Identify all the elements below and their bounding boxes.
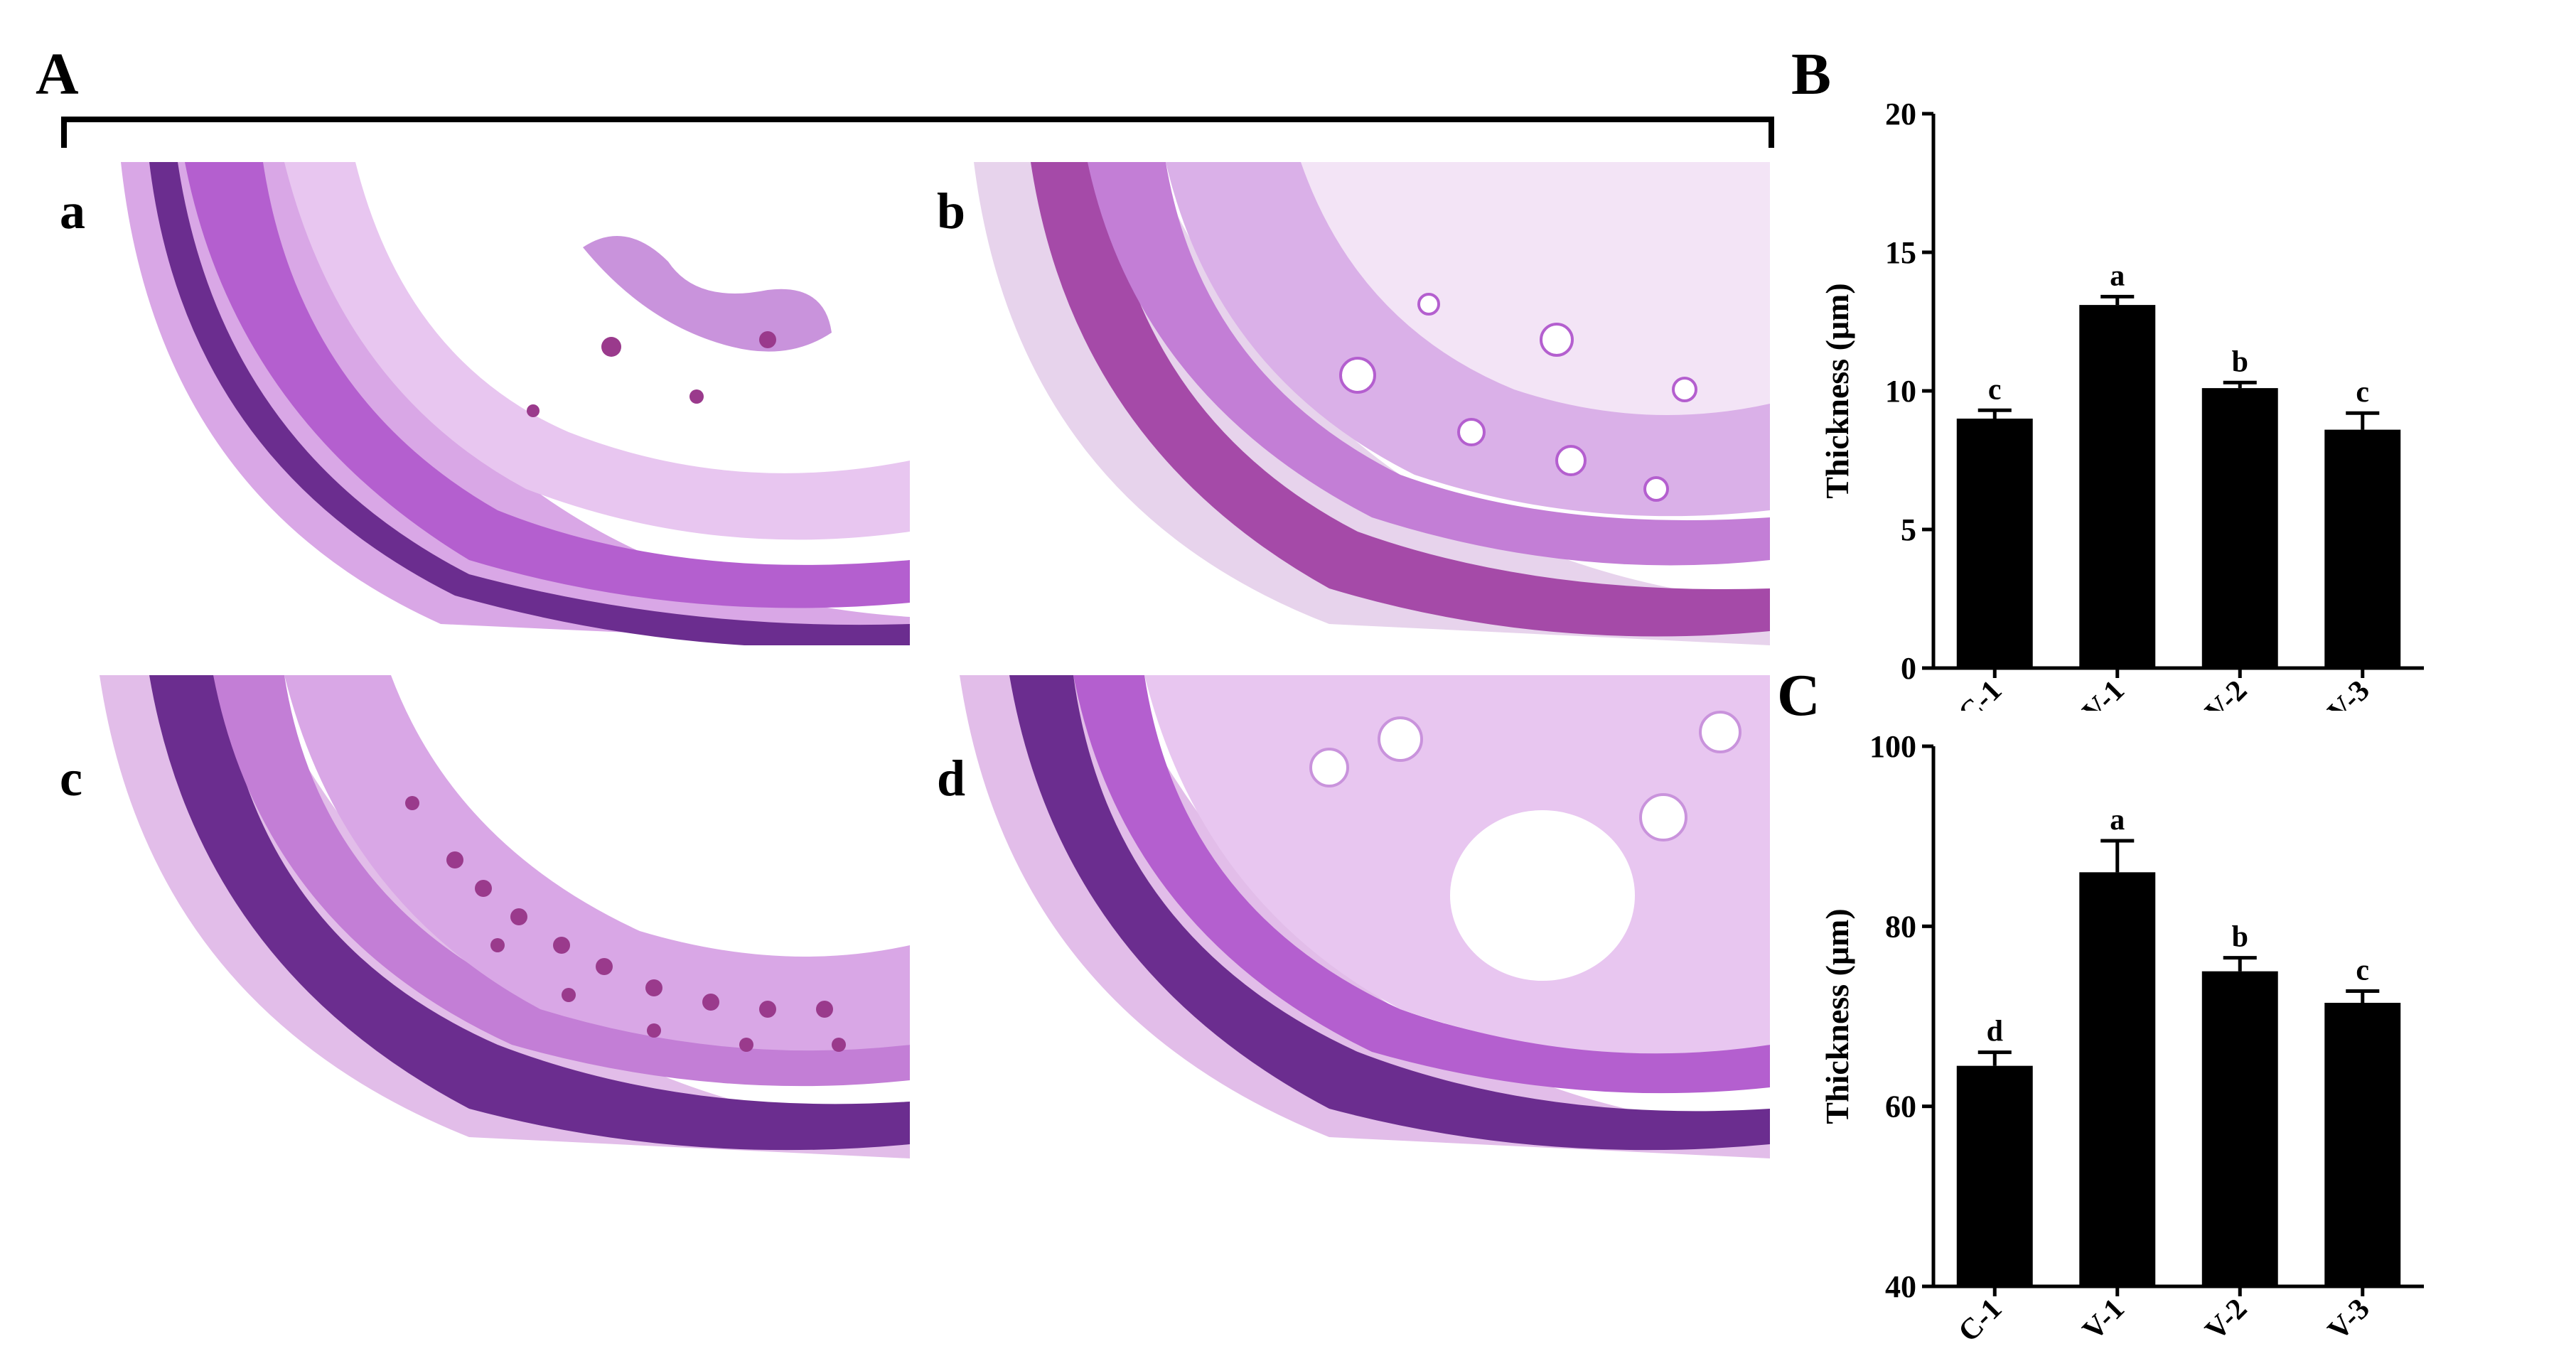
histology-image-a: [71, 162, 910, 645]
x-tick-label: V-2: [2199, 674, 2254, 711]
micrograph-b: [931, 162, 1770, 645]
chart-c: Thickness (μm) 40 60 80 100 d C-1 a V-1 b V-2 c V-3: [1819, 729, 2424, 1343]
x-tick-label: C-1: [1953, 674, 2009, 711]
significance-label: b: [2232, 345, 2248, 378]
y-tick-label: 0: [1901, 651, 1916, 686]
y-tick-label: 20: [1885, 97, 1916, 131]
group-bracket: [61, 117, 1774, 148]
significance-label: c: [2356, 954, 2369, 987]
panel-a-label: A: [36, 41, 79, 107]
bar: [2079, 305, 2156, 668]
x-tick-label: C-1: [1953, 1293, 2009, 1343]
bar: [2079, 872, 2156, 1286]
micrograph-c: [71, 675, 910, 1158]
y-tick-label: 15: [1885, 235, 1916, 270]
x-tick-label: V-1: [2076, 674, 2131, 711]
histology-image-d: [931, 675, 1770, 1158]
bar: [1956, 419, 2033, 668]
significance-label: a: [2110, 259, 2125, 292]
y-tick-label: 80: [1885, 909, 1916, 944]
x-tick-label: V-1: [2076, 1293, 2131, 1343]
x-tick-label: V-3: [2322, 674, 2376, 711]
y-axis-label: Thickness (μm): [1819, 283, 1855, 498]
micrograph-d-label: d: [937, 750, 966, 807]
y-axis-label: Thickness (μm): [1819, 908, 1855, 1124]
significance-label: c: [1988, 373, 2002, 406]
bar: [2324, 1003, 2401, 1286]
x-tick-label: V-2: [2199, 1293, 2254, 1343]
panel-c-label: C: [1777, 662, 1820, 728]
y-tick-label: 100: [1869, 729, 1916, 764]
chart-b: Thickness (μm) 0 5 10 15 20 c C-1 a V-1 b V-2 c V-3: [1819, 97, 2424, 711]
significance-label: c: [2356, 376, 2369, 409]
significance-label: a: [2110, 804, 2125, 836]
y-tick-label: 60: [1885, 1090, 1916, 1124]
micrograph-c-label: c: [60, 750, 82, 807]
bar: [2201, 388, 2278, 668]
histology-image-b: [931, 162, 1770, 645]
bar: [2324, 429, 2401, 668]
significance-label: b: [2232, 921, 2248, 954]
bar: [1956, 1065, 2033, 1286]
significance-label: d: [1987, 1016, 2003, 1048]
x-tick-label: V-3: [2322, 1293, 2376, 1343]
y-tick-label: 40: [1885, 1269, 1916, 1304]
micrograph-d: [931, 675, 1770, 1158]
micrograph-a: [71, 162, 910, 645]
panel-b-label: B: [1791, 41, 1832, 107]
y-tick-label: 5: [1901, 512, 1916, 547]
y-tick-label: 10: [1885, 374, 1916, 409]
micrograph-a-label: a: [60, 183, 85, 240]
micrograph-b-label: b: [937, 183, 966, 240]
histology-image-c: [71, 675, 910, 1158]
bar: [2201, 971, 2278, 1286]
